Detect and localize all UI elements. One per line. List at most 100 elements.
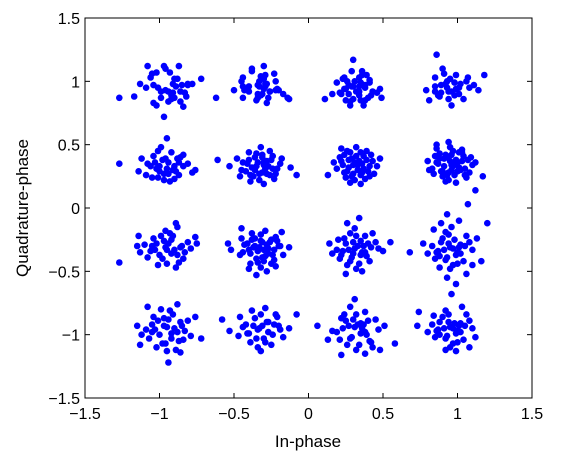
data-point	[341, 235, 348, 242]
data-point	[230, 86, 238, 94]
data-point	[369, 230, 376, 237]
data-point	[142, 326, 150, 333]
data-point	[431, 255, 439, 262]
data-point	[180, 336, 187, 344]
data-point	[321, 95, 329, 103]
data-point	[156, 162, 163, 170]
data-point	[268, 236, 275, 243]
data-point	[180, 255, 187, 262]
data-point	[276, 160, 284, 167]
data-point	[428, 242, 436, 250]
data-point	[448, 166, 455, 174]
data-point	[425, 97, 433, 104]
data-point	[324, 171, 332, 179]
data-point	[166, 69, 174, 76]
data-point	[226, 162, 233, 170]
data-point	[278, 155, 286, 162]
data-point	[268, 341, 275, 349]
data-point	[168, 335, 175, 342]
data-point	[287, 164, 294, 171]
data-point	[363, 252, 370, 260]
data-point	[150, 81, 157, 89]
data-point	[343, 341, 351, 349]
data-point	[154, 317, 162, 325]
data-point	[373, 89, 381, 96]
data-point	[278, 228, 286, 236]
data-point	[346, 303, 354, 311]
data-point	[257, 311, 265, 318]
data-point	[345, 322, 353, 330]
data-point	[361, 81, 369, 89]
data-point	[255, 78, 263, 85]
data-point	[336, 336, 344, 344]
data-point	[162, 227, 169, 235]
data-point	[239, 74, 247, 81]
data-point	[478, 257, 485, 265]
data-point	[162, 340, 169, 347]
data-point	[260, 180, 268, 188]
data-point	[338, 90, 345, 98]
data-point	[162, 86, 169, 94]
data-point	[352, 152, 360, 160]
data-point	[293, 311, 300, 318]
data-point	[455, 217, 463, 224]
data-point	[431, 333, 439, 341]
data-point	[251, 166, 259, 174]
data-point	[135, 232, 142, 240]
data-point	[163, 165, 171, 172]
data-point	[247, 260, 254, 268]
data-point	[336, 255, 344, 262]
data-point	[348, 67, 356, 75]
data-point	[440, 162, 448, 170]
data-point	[184, 238, 192, 246]
data-point	[481, 71, 488, 79]
data-point	[349, 250, 357, 257]
data-point	[329, 90, 336, 98]
data-point	[178, 81, 186, 89]
data-point	[275, 242, 283, 250]
data-point	[455, 322, 463, 330]
data-point	[472, 187, 479, 194]
data-point	[254, 344, 262, 351]
data-point	[248, 307, 256, 314]
data-point	[248, 65, 256, 72]
data-point	[262, 80, 269, 88]
data-point	[452, 71, 460, 79]
data-point	[284, 94, 291, 102]
data-point	[348, 333, 356, 341]
data-point	[466, 344, 473, 351]
data-point	[285, 244, 293, 251]
data-point	[263, 268, 271, 275]
data-point	[366, 162, 373, 170]
data-point	[174, 155, 181, 162]
data-point	[180, 151, 187, 159]
data-point	[187, 245, 195, 252]
data-point	[247, 339, 254, 346]
data-point	[445, 138, 452, 146]
data-point	[226, 327, 233, 335]
data-point	[472, 159, 479, 166]
data-point	[197, 335, 205, 342]
data-point	[439, 313, 446, 321]
data-point	[262, 227, 269, 235]
data-point	[293, 171, 300, 179]
data-point	[451, 236, 458, 243]
data-point	[442, 307, 449, 314]
data-point	[259, 322, 266, 330]
y-axis-ticks: −1.5 −1 −0.5 0 0.5 1 1.5	[48, 11, 532, 408]
data-point	[257, 143, 265, 151]
data-point	[352, 232, 360, 240]
data-point	[239, 83, 247, 90]
data-point	[254, 247, 262, 255]
data-point	[263, 99, 271, 107]
data-point	[270, 256, 278, 264]
data-point	[339, 75, 347, 83]
data-point	[361, 232, 369, 240]
data-point	[369, 157, 376, 165]
data-point	[369, 344, 376, 351]
data-point	[419, 240, 427, 247]
data-point	[460, 257, 467, 265]
data-point	[335, 236, 342, 243]
data-point	[329, 250, 336, 257]
data-point	[341, 151, 348, 159]
